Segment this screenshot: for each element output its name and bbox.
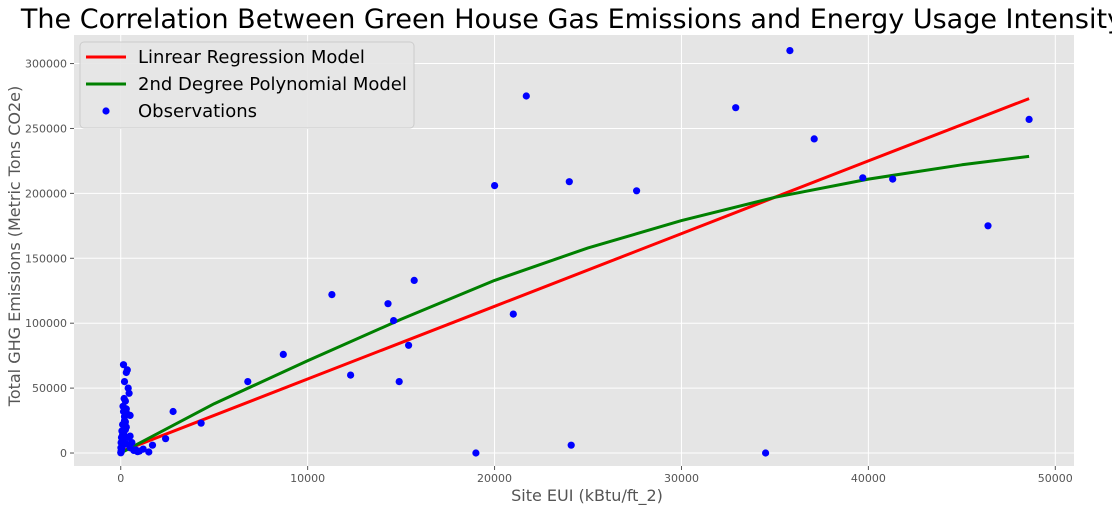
series-lines	[120, 97, 1030, 455]
observation-point	[565, 178, 573, 186]
legend-box	[79, 41, 415, 129]
observation-point	[472, 449, 480, 457]
observation-point	[522, 92, 530, 100]
legend-label: Linrear Regression Model	[138, 47, 365, 68]
observation-point	[279, 350, 287, 358]
observation-point	[169, 407, 177, 416]
gridlines	[74, 35, 1074, 466]
observation-point	[1025, 115, 1033, 123]
series-line-1	[120, 154, 1030, 455]
x-tick-label: 0	[117, 472, 124, 485]
observation-point	[984, 222, 992, 230]
observation-point	[148, 441, 157, 449]
y-axis-ticks: 0 50000 100000 150000 200000 250000 300000	[25, 58, 74, 460]
observation-point	[390, 317, 398, 325]
legend-label: 2nd Degree Polynomial Model	[138, 74, 407, 95]
chart-title: The Correlation Between Green House Gas …	[20, 4, 1112, 35]
legend-label: Observations	[138, 101, 257, 122]
observation-point	[567, 441, 575, 449]
y-tick-label: 200000	[25, 187, 67, 200]
y-tick-label: 250000	[25, 122, 67, 135]
observation-point	[395, 378, 403, 386]
observation-point	[732, 104, 740, 112]
observation-point	[117, 449, 125, 457]
observation-point	[405, 341, 413, 349]
y-tick-label: 50000	[32, 382, 67, 395]
observation-point	[786, 47, 794, 55]
observation-point	[509, 310, 517, 318]
observation-point	[135, 447, 143, 455]
observation-point	[119, 407, 128, 416]
legend: Linrear Regression Model 2nd Degree Polyn…	[79, 41, 415, 129]
observation-point	[410, 276, 418, 284]
y-tick-label: 0	[60, 447, 67, 460]
observation-point	[123, 366, 131, 374]
x-axis-label: Site EUI (kBtu/ft_2)	[511, 486, 663, 506]
observation-point	[126, 411, 134, 419]
x-tick-label: 50000	[1038, 472, 1073, 485]
observation-point	[119, 431, 127, 439]
observation-point	[347, 371, 355, 379]
y-axis-label: Total GHG Emissions (Metric Tons CO2e)	[5, 86, 24, 407]
y-tick-label: 300000	[25, 58, 67, 71]
observation-point	[125, 389, 133, 397]
series-line-0	[120, 97, 1030, 454]
observation-point	[126, 444, 134, 452]
observation-point	[633, 187, 641, 195]
x-tick-label: 10000	[290, 472, 325, 485]
observation-point	[162, 435, 170, 443]
observation-point	[119, 361, 128, 369]
observation-point	[762, 449, 770, 457]
observation-point	[197, 419, 205, 427]
observation-point	[328, 291, 336, 299]
observation-point	[120, 394, 128, 403]
observation-point	[889, 175, 897, 183]
x-tick-label: 20000	[477, 472, 512, 485]
observation-point	[244, 378, 252, 386]
x-tick-label: 30000	[664, 472, 699, 485]
observation-point	[810, 135, 818, 143]
x-axis-ticks: 0 10000 20000 30000 40000 50000	[117, 466, 1073, 485]
observation-point	[120, 378, 129, 386]
observation-point	[859, 174, 867, 182]
legend-marker-swatch	[102, 107, 110, 115]
x-tick-label: 40000	[851, 472, 886, 485]
y-tick-label: 100000	[25, 317, 67, 330]
observation-point	[491, 182, 499, 190]
observation-point	[117, 444, 125, 452]
series-points	[117, 47, 1033, 457]
observation-point	[384, 300, 392, 308]
y-tick-label: 150000	[25, 252, 67, 265]
observation-point	[145, 448, 153, 456]
observation-point	[121, 418, 129, 426]
